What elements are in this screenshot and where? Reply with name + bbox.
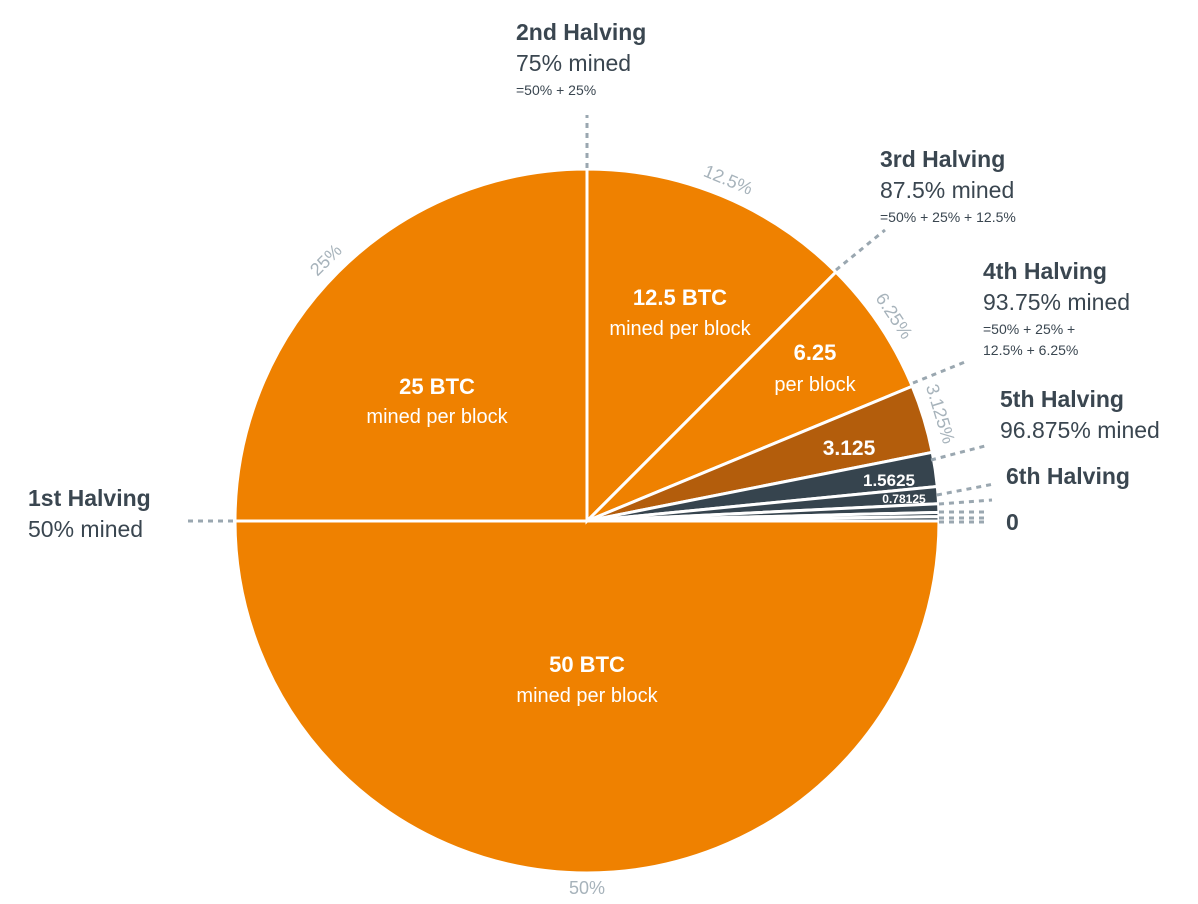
slice-label-7: 1.5625 <box>863 471 915 490</box>
halving-mined-2: 75% mined <box>516 50 631 76</box>
pie-slice-1 <box>233 519 941 875</box>
halving-annotation-3: 3rd Halving 87.5% mined =50% + 25% + 12.5% <box>880 146 1016 225</box>
halving-annotation-7: 0 <box>1006 509 1019 535</box>
halving-title-4: 4th Halving <box>983 258 1107 284</box>
leader-line-3 <box>835 228 886 272</box>
leader-line-5 <box>930 444 986 462</box>
leader-lines <box>184 115 995 524</box>
halving-title-3: 3rd Halving <box>880 146 1005 172</box>
halving-annotation-4: 4th Halving 93.75% mined =50% + 25% + 12.5%… <box>983 258 1130 358</box>
halving-title-7: 0 <box>1006 509 1019 535</box>
halving-formula-4-2: 12.5% + 6.25% <box>983 342 1078 358</box>
pie-slices <box>233 167 941 875</box>
halving-formula-2-1: =50% + 25% <box>516 82 596 98</box>
slice-sublabel-1: mined per block <box>516 685 658 707</box>
halving-formula-4-1: =50% + 25% + <box>983 321 1075 337</box>
halving-title-2: 2nd Halving <box>516 19 646 45</box>
percent-label-1: 50% <box>569 878 605 898</box>
halving-mined-3: 87.5% mined <box>880 177 1014 203</box>
halving-title-5: 5th Halving <box>1000 386 1124 412</box>
slice-sublabel-4: per block <box>774 374 856 396</box>
slice-sublabel-2: mined per block <box>366 406 508 428</box>
halving-mined-5: 96.875% mined <box>1000 417 1160 443</box>
halving-formula-3-1: =50% + 25% + 12.5% <box>880 209 1016 225</box>
slice-label-1: 50 BTC <box>549 652 625 677</box>
halving-annotation-6: 6th Halving <box>1006 463 1130 489</box>
halving-title-1: 1st Halving <box>28 485 151 511</box>
leader-line-4 <box>912 360 966 385</box>
halving-annotation-2: 2nd Halving 75% mined =50% + 25% <box>516 19 646 98</box>
halving-mined-1: 50% mined <box>28 516 143 542</box>
halving-annotations: 1st Halving 50% mined 2nd Halving 75% mined… <box>28 19 1160 542</box>
halving-mined-4: 93.75% mined <box>983 289 1130 315</box>
slice-label-8: 0.78125 <box>882 492 926 506</box>
halving-title-6: 6th Halving <box>1006 463 1130 489</box>
slice-labels: 50 BTC mined per block 25 BTC mined per blo… <box>366 285 926 707</box>
pie-slice-4 <box>585 269 915 523</box>
halving-annotation-5: 5th Halving 96.875% mined <box>1000 386 1160 443</box>
leader-line-7 <box>938 498 993 506</box>
slice-label-6: 3.125 <box>823 437 876 460</box>
halving-annotation-1: 1st Halving 50% mined <box>28 485 151 542</box>
pie-slice-3 <box>585 167 839 525</box>
slice-sublabel-3: mined per block <box>609 318 751 340</box>
slice-label-2: 25 BTC <box>399 374 475 399</box>
leader-line-6 <box>936 482 995 497</box>
slice-label-4: 6.25 <box>794 340 837 365</box>
pie-slice-2 <box>233 167 589 523</box>
slice-label-3: 12.5 BTC <box>633 285 727 310</box>
